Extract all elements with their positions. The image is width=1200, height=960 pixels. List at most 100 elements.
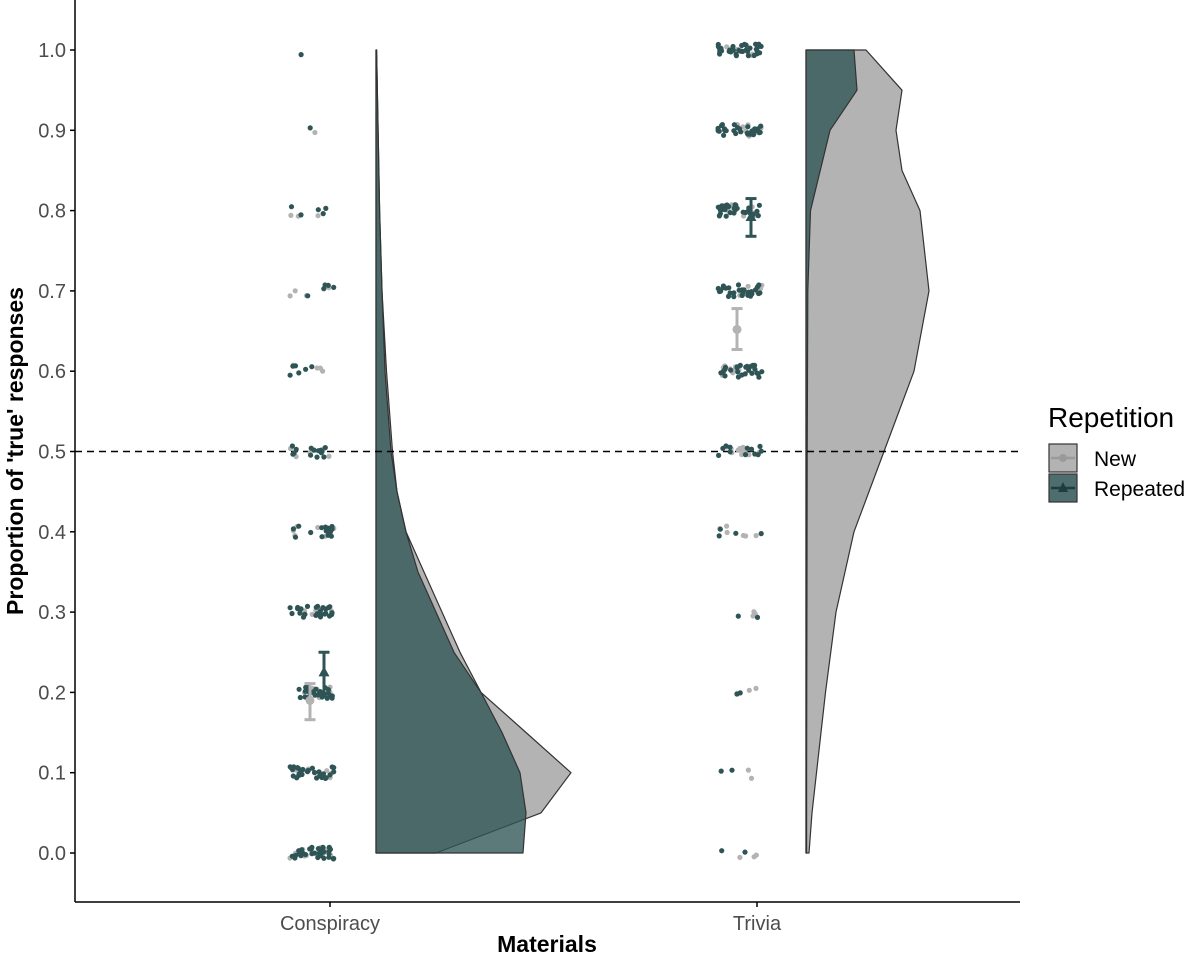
point-trivia-repeated — [727, 444, 733, 450]
point-trivia-repeated — [719, 848, 725, 854]
point-trivia-repeated — [731, 128, 737, 134]
point-trivia-repeated — [716, 533, 722, 539]
point-conspiracy-repeated — [298, 606, 304, 612]
x-axis-title: Materials — [497, 931, 597, 957]
point-trivia-repeated — [742, 849, 748, 855]
point-conspiracy-repeated — [289, 610, 295, 617]
point-trivia-repeated — [750, 132, 757, 138]
point-conspiracy-repeated — [311, 447, 317, 453]
y-tick-label: 0.5 — [38, 442, 66, 464]
point-trivia-repeated — [754, 370, 760, 376]
y-tick-label: 0.7 — [38, 281, 66, 303]
point-conspiracy-repeated — [327, 604, 333, 610]
point-conspiracy-repeated — [299, 771, 305, 778]
point-conspiracy-repeated — [331, 284, 337, 290]
point-conspiracy-repeated — [323, 205, 329, 211]
point-conspiracy-repeated — [292, 534, 299, 540]
point-conspiracy-repeated — [320, 844, 326, 850]
point-conspiracy-repeated — [289, 443, 295, 449]
point-conspiracy-repeated — [313, 686, 319, 692]
point-trivia-repeated — [723, 443, 729, 449]
point-conspiracy-new — [292, 288, 298, 294]
point-trivia-repeated — [739, 292, 745, 298]
point-conspiracy-repeated — [287, 605, 293, 611]
point-conspiracy-repeated — [294, 775, 300, 781]
point-trivia-repeated — [718, 370, 724, 376]
point-trivia-repeated — [729, 767, 735, 773]
point-trivia-repeated — [716, 128, 722, 134]
point-trivia-repeated — [731, 205, 737, 212]
point-trivia-repeated — [734, 364, 740, 370]
y-tick-label: 0.9 — [38, 120, 66, 142]
point-trivia-repeated — [716, 288, 723, 295]
point-trivia-new — [753, 533, 759, 539]
point-trivia-new — [748, 775, 755, 781]
point-conspiracy-repeated — [307, 846, 313, 852]
point-conspiracy-new — [317, 365, 323, 371]
y-axis-title: Proportion of 'true' responses — [2, 287, 28, 615]
point-trivia-repeated — [716, 213, 723, 219]
point-trivia-repeated — [754, 42, 760, 48]
point-trivia-repeated — [727, 210, 733, 216]
point-conspiracy-repeated — [319, 525, 325, 531]
point-conspiracy-new — [326, 453, 332, 459]
point-conspiracy-repeated — [317, 608, 323, 614]
point-conspiracy-repeated — [322, 775, 329, 782]
point-trivia-repeated — [746, 367, 752, 373]
point-trivia-repeated — [735, 369, 741, 375]
point-trivia-repeated — [745, 48, 751, 55]
point-trivia-repeated — [721, 132, 727, 138]
point-conspiracy-repeated — [290, 526, 296, 532]
point-trivia-repeated — [752, 451, 758, 457]
point-trivia-repeated — [735, 282, 742, 288]
point-conspiracy-repeated — [298, 52, 304, 58]
point-conspiracy-repeated — [315, 846, 321, 852]
point-conspiracy-repeated — [329, 610, 335, 616]
point-trivia-repeated — [728, 367, 734, 373]
point-trivia-repeated — [719, 203, 725, 209]
point-conspiracy-repeated — [288, 204, 295, 210]
y-tick-label: 0.3 — [38, 602, 66, 624]
y-tick-label: 0.2 — [38, 682, 66, 704]
point-trivia-repeated — [731, 122, 738, 128]
point-trivia-repeated — [758, 531, 764, 537]
point-trivia-repeated — [751, 52, 757, 59]
point-conspiracy-new — [315, 524, 321, 531]
point-conspiracy-repeated — [312, 850, 318, 856]
point-trivia-repeated — [737, 126, 743, 132]
point-conspiracy-new — [312, 129, 318, 136]
y-ticks: 0.0 0.1 0.2 0.3 0.4 0.5 0.6 0.7 0.8 0.9 1.0 — [38, 40, 75, 865]
point-conspiracy-repeated — [328, 533, 334, 539]
point-trivia-repeated — [755, 213, 761, 219]
point-conspiracy-repeated — [300, 850, 306, 857]
point-conspiracy-repeated — [292, 363, 299, 369]
point-trivia-repeated — [716, 452, 722, 458]
point-conspiracy-repeated — [314, 454, 320, 460]
point-trivia-repeated — [723, 213, 729, 219]
point-trivia-repeated — [745, 208, 751, 215]
y-tick-label: 0.1 — [38, 763, 66, 785]
point-trivia-repeated — [745, 53, 752, 59]
point-trivia-repeated — [748, 446, 755, 452]
point-conspiracy-repeated — [320, 848, 326, 854]
legend-label-new: New — [1094, 448, 1137, 471]
point-conspiracy-repeated — [287, 764, 293, 770]
point-conspiracy-repeated — [327, 846, 333, 853]
point-conspiracy-repeated — [297, 694, 303, 701]
point-trivia-repeated — [731, 290, 737, 296]
legend-marker-repeated — [1058, 482, 1068, 492]
point-conspiracy-repeated — [322, 282, 328, 288]
cloud-conspiracy-repeated — [375, 49, 527, 854]
point-conspiracy-repeated — [322, 445, 328, 451]
x-tick-label-conspiracy: Conspiracy — [280, 913, 380, 935]
point-trivia-new — [724, 529, 730, 536]
jitter-points — [287, 41, 765, 862]
point-trivia-repeated — [734, 691, 740, 697]
point-conspiracy-repeated — [296, 848, 302, 854]
point-trivia-repeated — [744, 130, 751, 136]
point-conspiracy-repeated — [309, 765, 315, 771]
point-conspiracy-repeated — [293, 852, 299, 858]
point-trivia-repeated — [739, 372, 745, 378]
point-conspiracy-repeated — [325, 687, 331, 693]
point-trivia-repeated — [722, 373, 728, 379]
